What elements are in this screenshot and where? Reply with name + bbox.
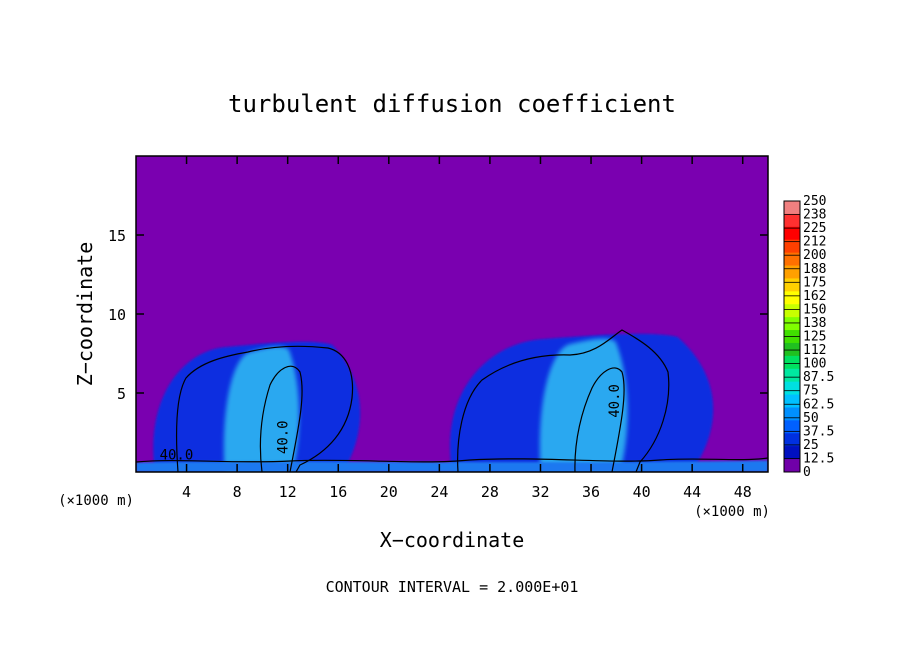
contour-label-1: 40.0 (160, 447, 194, 463)
x-tick-label-28: 28 (481, 483, 499, 501)
chart-title: turbulent diffusion coefficient (228, 90, 676, 118)
contour-line-right-inner (574, 367, 625, 472)
plot-area: 40.0 40.0 40.0 (136, 156, 768, 472)
colorbar-swatch-6 (784, 278, 800, 292)
colorbar-label-2: 225 (803, 221, 826, 236)
colorbar: 2502382252122001881751621501381251121008… (783, 194, 834, 480)
x-tick-label-44: 44 (683, 483, 701, 501)
x-unit-left: (×1000 m) (58, 493, 134, 509)
colorbar-swatch-17 (784, 420, 800, 434)
x-axis-label: X−coordinate (380, 528, 525, 552)
x-tick-label-24: 24 (430, 483, 448, 501)
colorbar-label-16: 50 (803, 411, 819, 426)
colorbar-label-15: 62.5 (803, 397, 834, 412)
colorbar-label-1: 238 (803, 208, 826, 223)
x-tick-label-40: 40 (633, 483, 651, 501)
colorbar-label-4: 200 (803, 248, 826, 263)
colorbar-swatch-5 (784, 265, 800, 279)
colorbar-label-17: 37.5 (803, 424, 834, 439)
x-tick-label-32: 32 (531, 483, 549, 501)
colorbar-label-10: 125 (803, 330, 826, 345)
colorbar-swatch-14 (784, 381, 800, 396)
contour-line-left (175, 345, 354, 472)
x-tick-label-20: 20 (380, 483, 398, 501)
colorbar-label-5: 188 (803, 262, 826, 277)
contour-line-left-inner (259, 365, 303, 472)
colorbar-swatch-15 (784, 394, 800, 408)
x-tick-label-4: 4 (182, 483, 191, 501)
contour-interval-note: CONTOUR INTERVAL = 2.000E+01 (326, 578, 579, 596)
colorbar-label-9: 138 (803, 316, 826, 331)
colorbar-label-8: 150 (803, 302, 826, 317)
colorbar-label-7: 162 (803, 289, 826, 304)
contour-line-surface (136, 457, 768, 463)
colorbar-label-13: 87.5 (803, 370, 834, 385)
x-tick-label-16: 16 (329, 483, 347, 501)
x-tick-label-8: 8 (233, 483, 242, 501)
colorbar-label-11: 112 (803, 343, 826, 358)
y-tick-label-5: 5 (117, 385, 126, 403)
colorbar-swatch-13 (784, 368, 800, 383)
colorbar-swatch-18 (784, 433, 800, 447)
colorbar-label-0: 250 (803, 194, 826, 209)
y-tick-label-15: 15 (108, 227, 126, 245)
x-tick-label-36: 36 (582, 483, 600, 501)
colorbar-swatch-3 (784, 239, 800, 254)
region-right-core (539, 338, 628, 472)
colorbar-swatch-9 (784, 317, 800, 331)
colorbar-label-12: 100 (803, 357, 826, 372)
colorbar-swatch-20 (784, 459, 800, 473)
y-axis-label: Z−coordinate (73, 242, 97, 387)
colorbar-label-14: 75 (803, 384, 819, 399)
colorbar-swatch-8 (784, 304, 800, 318)
x-tick-label-12: 12 (279, 483, 297, 501)
x-tick-label-48: 48 (734, 483, 752, 501)
region-left-core (223, 346, 300, 472)
colorbar-swatch-1 (784, 213, 800, 228)
x-unit-right: (×1000 m) (694, 504, 770, 520)
colorbar-label-18: 25 (803, 438, 819, 453)
colorbar-label-19: 12.5 (803, 451, 834, 466)
contour-line-right (457, 329, 670, 472)
colorbar-label-6: 175 (803, 275, 826, 290)
colorbar-swatch-19 (784, 446, 800, 460)
contour-label-2: 40.0 (276, 420, 292, 454)
colorbar-label-20: 0 (803, 465, 811, 480)
colorbar-swatch-16 (784, 407, 800, 421)
colorbar-swatch-12 (784, 355, 800, 370)
colorbar-label-3: 212 (803, 235, 826, 250)
contour-label-3: 40.0 (607, 384, 623, 418)
region-surface-layer (136, 460, 768, 472)
y-tick-label-10: 10 (108, 306, 126, 324)
colorbar-swatch-0 (784, 201, 800, 215)
colorbar-swatch-4 (784, 252, 800, 267)
colorbar-swatch-7 (784, 291, 800, 305)
colorbar-swatch-2 (784, 226, 800, 241)
